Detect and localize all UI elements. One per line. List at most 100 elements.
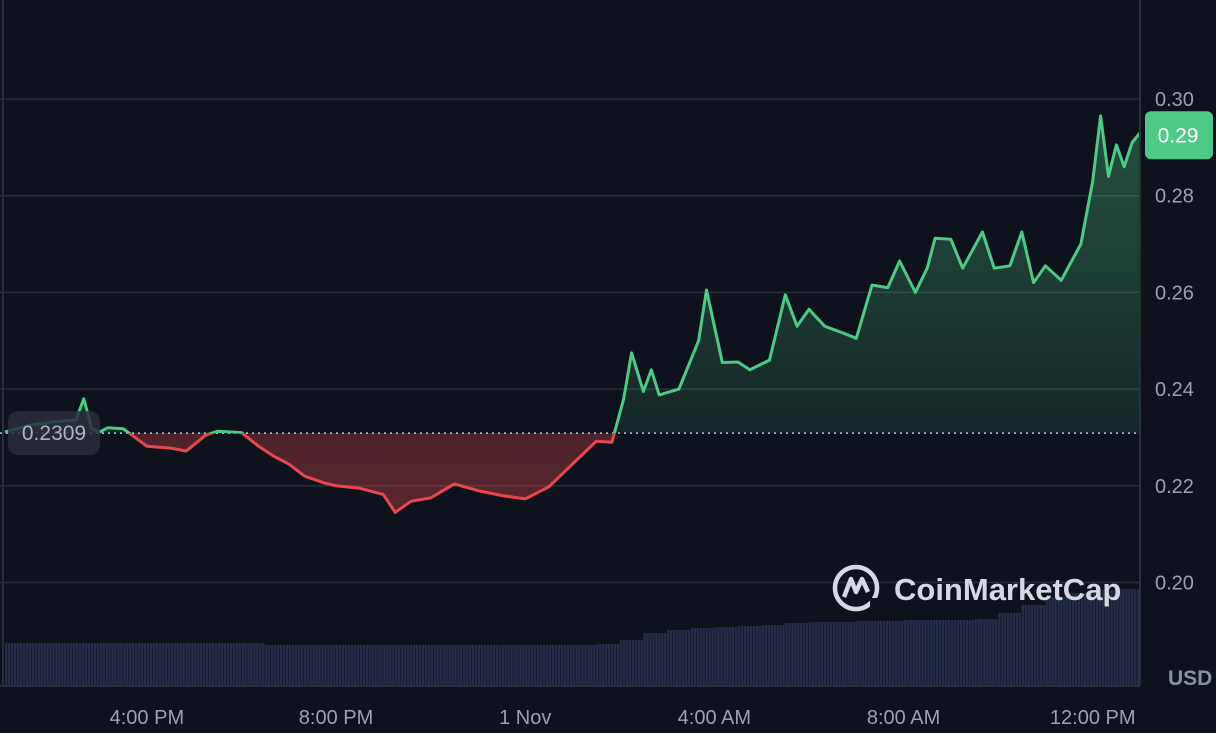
volume-bar <box>607 644 611 685</box>
volume-bar <box>424 645 428 685</box>
coinmarketcap-watermark: CoinMarketCap <box>832 564 1121 612</box>
volume-bar <box>832 622 835 685</box>
volume-bar <box>646 633 649 685</box>
volume-bar <box>1089 593 1093 685</box>
volume-bar <box>276 645 280 685</box>
volume-bar <box>25 643 29 685</box>
volume-bar <box>912 620 915 685</box>
volume-bar <box>5 643 8 685</box>
volume-bar <box>1057 597 1060 685</box>
volume-bar <box>794 623 797 685</box>
volume-bar <box>1077 593 1081 685</box>
volume-bar <box>1018 613 1022 685</box>
volume-bar <box>472 645 475 685</box>
volume-bar <box>359 645 363 685</box>
volume-bar <box>120 643 123 685</box>
volume-bar <box>1069 593 1072 685</box>
volume-bar <box>208 643 212 685</box>
volume-bar <box>873 621 877 685</box>
volume-bar <box>773 625 776 685</box>
volume-bar <box>123 643 126 685</box>
volume-bar <box>844 622 847 685</box>
volume-bar <box>1086 593 1090 685</box>
volume-bar <box>613 644 617 685</box>
area-above-baseline <box>5 115 1140 434</box>
volume-bar <box>602 644 605 685</box>
volume-bar <box>61 643 64 685</box>
volume-bar <box>170 643 173 685</box>
volume-bar <box>743 626 747 685</box>
volume-bar <box>835 622 838 685</box>
volume-bar <box>324 645 327 685</box>
volume-bar <box>1060 597 1063 685</box>
volume-bar <box>229 643 232 685</box>
volume-bar <box>191 643 194 685</box>
volume-bar <box>442 645 445 685</box>
volume-bar <box>347 645 351 685</box>
volume-bar <box>924 620 927 685</box>
volume-bar <box>214 643 218 685</box>
volume-bar <box>1045 597 1048 685</box>
current-price-value: 0.29 <box>1158 124 1199 147</box>
volume-bar <box>696 628 699 685</box>
volume-bar <box>944 620 948 685</box>
volume-bar <box>297 645 300 685</box>
volume-bar <box>84 643 88 685</box>
volume-bar <box>158 643 162 685</box>
volume-bar <box>102 643 105 685</box>
volume-bar <box>619 640 623 685</box>
volume-bar <box>64 643 67 685</box>
volume-bar <box>75 643 79 685</box>
volume-bar <box>930 620 933 685</box>
x-tick-label: 8:00 PM <box>299 707 373 728</box>
volume-bar <box>1092 590 1096 685</box>
volume-bar <box>868 621 871 685</box>
volume-bar <box>353 645 357 685</box>
volume-bar <box>569 645 572 685</box>
y-tick-label: 0.22 <box>1155 476 1194 498</box>
volume-bar <box>885 621 889 685</box>
volume-bar <box>791 623 794 685</box>
x-tick-label: 4:00 PM <box>110 707 184 728</box>
volume-bar <box>850 622 853 685</box>
volume-bar <box>439 645 442 685</box>
volume-bar <box>22 643 26 685</box>
volume-bar <box>856 621 859 685</box>
volume-bar <box>330 645 333 685</box>
volume-bar <box>303 645 306 685</box>
volume-bar <box>223 643 227 685</box>
volume-bar <box>953 620 957 685</box>
volume-bar <box>58 643 61 685</box>
volume-bar <box>587 645 590 685</box>
volume-bar <box>247 643 250 685</box>
volume-bar <box>318 645 321 685</box>
volume-bar <box>1024 605 1028 685</box>
volume-bar <box>368 645 371 685</box>
volume-bar <box>1110 590 1113 685</box>
volume-bar <box>135 643 138 685</box>
volume-bar <box>114 643 117 685</box>
volume-bar <box>557 645 561 685</box>
volume-bar <box>72 643 76 685</box>
volume-bar <box>200 643 203 685</box>
volume-bar <box>498 645 501 685</box>
volume-bar <box>820 622 824 685</box>
volume-bar <box>746 626 750 685</box>
volume-bar <box>610 644 614 685</box>
volume-bar <box>711 628 714 685</box>
volume-bar <box>1009 613 1013 685</box>
volume-bar <box>460 645 463 685</box>
volume-bar <box>415 645 419 685</box>
volume-bar <box>315 645 318 685</box>
volume-bar <box>406 645 410 685</box>
volume-bar <box>40 643 43 685</box>
volume-bar <box>389 645 392 685</box>
volume-bar <box>776 625 779 685</box>
volume-bar <box>531 645 534 685</box>
volume-bar <box>333 645 336 685</box>
volume-bar <box>55 643 58 685</box>
volume-bar <box>640 640 643 685</box>
volume-bar <box>992 619 995 685</box>
volume-bar <box>374 645 377 685</box>
volume-bar <box>814 622 818 685</box>
